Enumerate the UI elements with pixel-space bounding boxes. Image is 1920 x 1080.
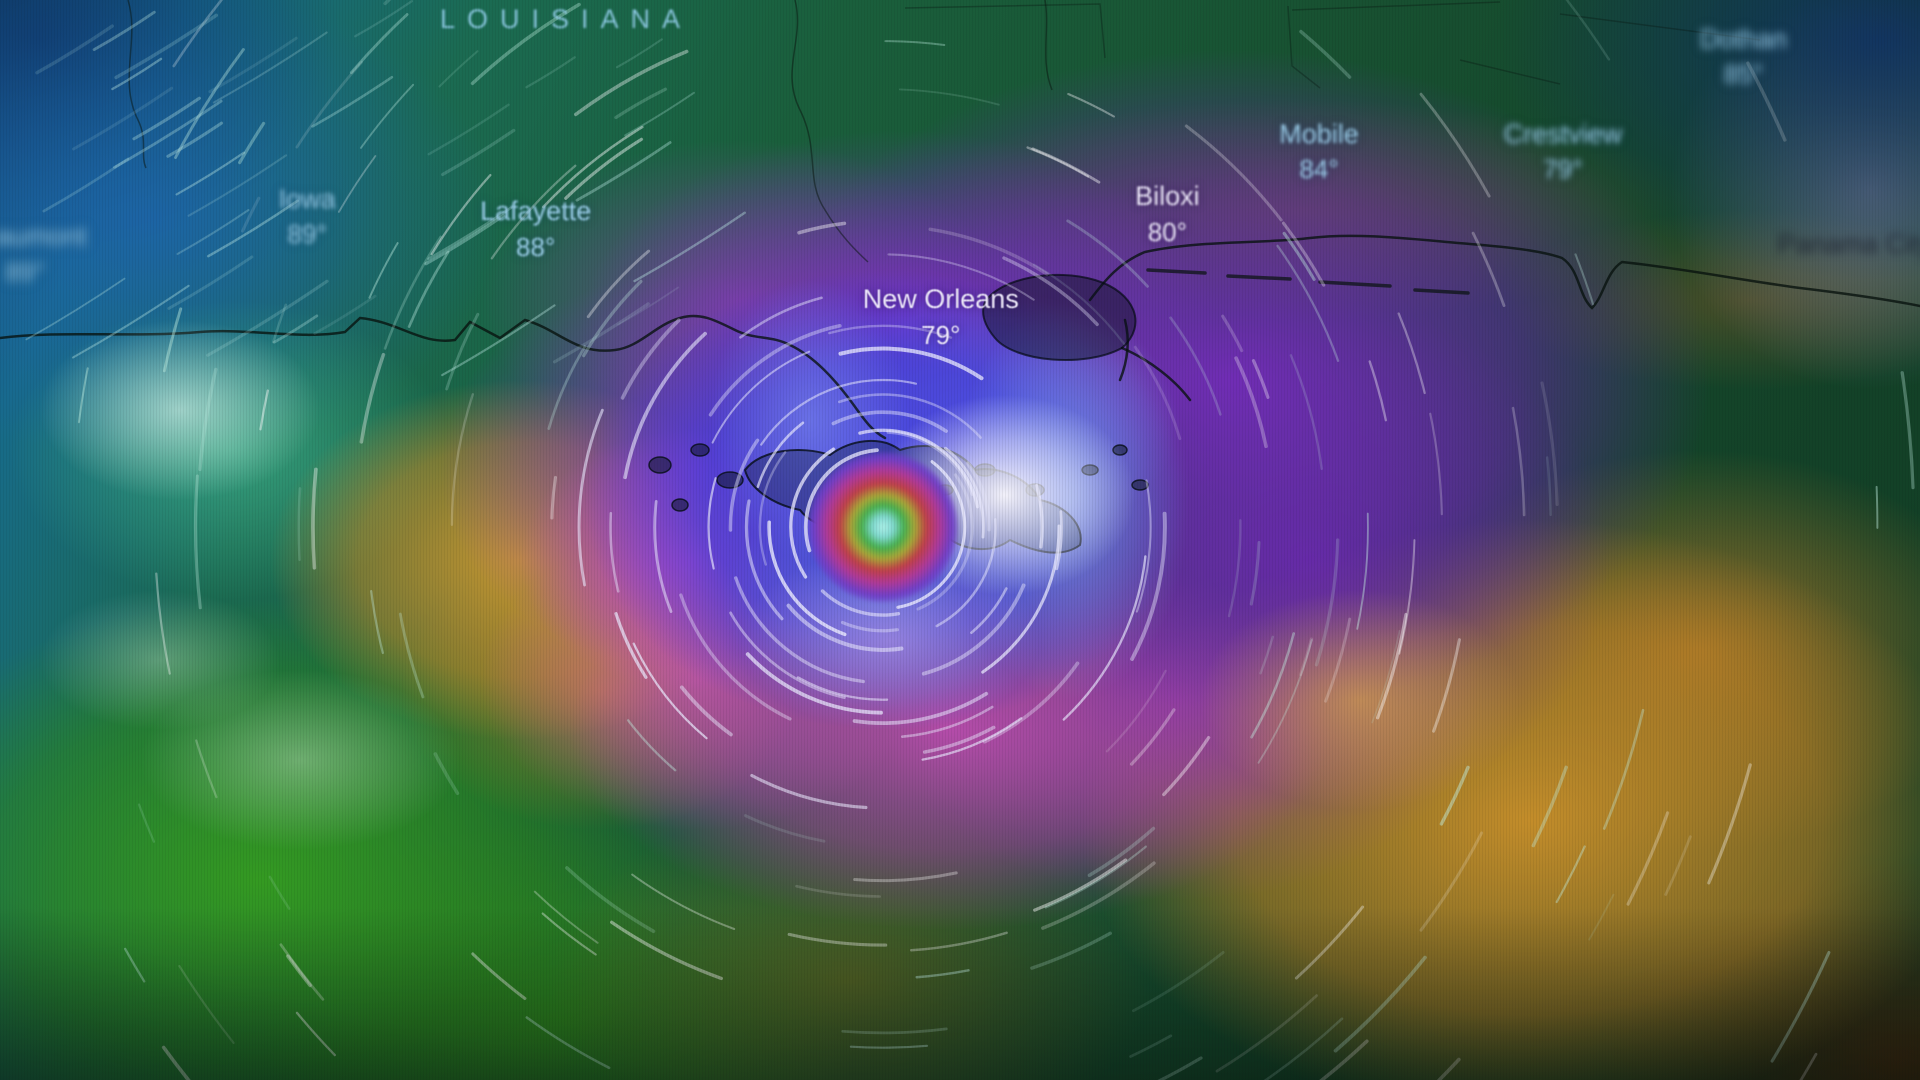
- city-name: Mobile: [1279, 118, 1359, 149]
- city-name: Panama City: [1777, 228, 1920, 259]
- state-label-louisiana: LOUISIANA: [439, 4, 693, 34]
- city-temp: 89°: [287, 219, 327, 250]
- city-name: Beaumont: [0, 221, 87, 252]
- city-name: Dothan: [1699, 23, 1787, 54]
- city-label-crestview[interactable]: Crestview 79°: [1504, 118, 1623, 186]
- city-label-biloxi[interactable]: Biloxi 80°: [1135, 180, 1200, 248]
- city-label-iowa[interactable]: Iowa 89°: [279, 183, 336, 251]
- hurricane-eye: [808, 452, 958, 602]
- city-temp: 85°: [1723, 59, 1764, 90]
- city-label-lafayette[interactable]: Lafayette 88°: [480, 195, 591, 263]
- city-name: Lafayette: [480, 196, 592, 227]
- city-name: New Orleans: [862, 283, 1019, 314]
- city-temp: 80°: [1147, 217, 1188, 248]
- city-temp: 79°: [921, 319, 961, 350]
- city-temp: 89°: [5, 257, 45, 288]
- city-temp: 84°: [1299, 154, 1339, 185]
- city-name: Crestview: [1503, 118, 1623, 149]
- city-temp: 79°: [1543, 154, 1583, 185]
- city-temp: 88°: [516, 232, 556, 263]
- city-label-beaumont[interactable]: Beaumont 89°: [0, 220, 87, 288]
- city-label-dothan[interactable]: Dothan 85°: [1700, 23, 1787, 91]
- city-label-new-orleans[interactable]: New Orleans 79°: [863, 283, 1019, 351]
- city-label-mobile[interactable]: Mobile 84°: [1279, 118, 1359, 186]
- city-name: Biloxi: [1135, 181, 1200, 212]
- city-label-panama-city[interactable]: Panama City: [1777, 228, 1920, 262]
- city-name: Iowa: [278, 183, 336, 214]
